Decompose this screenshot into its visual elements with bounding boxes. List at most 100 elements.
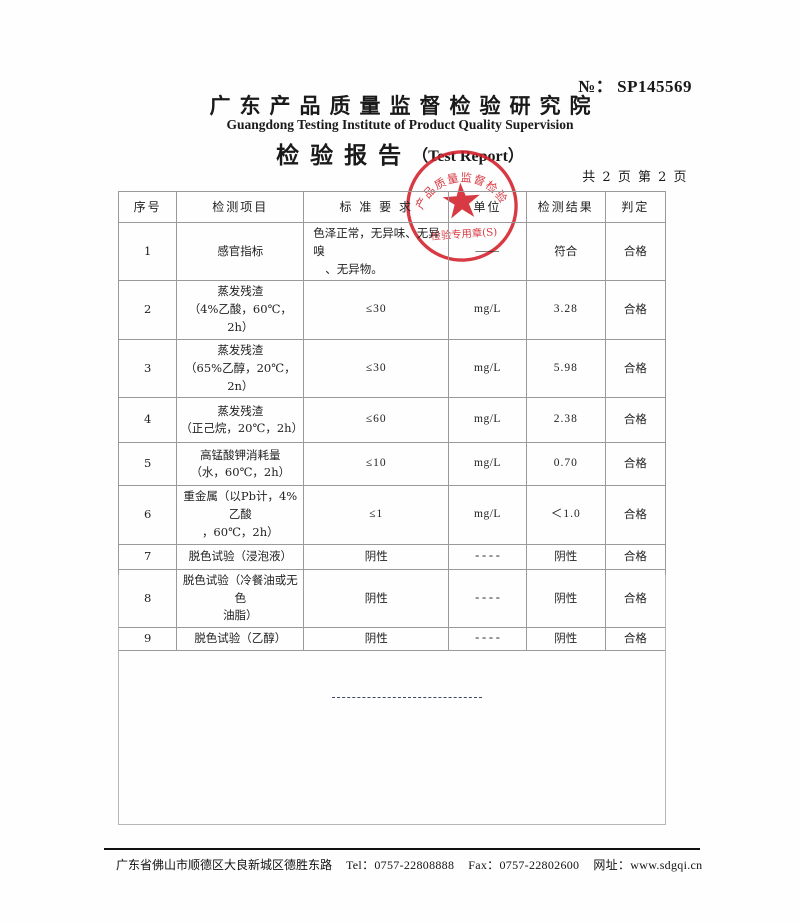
cell-unit: mg/L xyxy=(448,485,527,545)
cell-standard-line1: 色泽正常，无异味、无异嗅 xyxy=(313,226,440,258)
cell-unit: mg/L xyxy=(448,280,527,340)
footer-divider xyxy=(104,848,700,850)
table-row: 8 脱色试验（冷餐油或无色 油脂） 阴性 ---- 阴性 合格 xyxy=(117,568,667,629)
cell-unit: mg/L xyxy=(448,397,527,444)
cell-verdict: 合格 xyxy=(604,485,667,545)
page-count: 共 2 页 第 2 页 xyxy=(582,170,688,185)
cell-no: 5 xyxy=(117,442,178,487)
cell-item: 蒸发残渣 （65%乙醇，20℃，2n） xyxy=(176,338,305,399)
cell-item-line1: 重金属（以Pb计，4%乙酸 xyxy=(183,489,298,522)
cell-no: 7 xyxy=(117,543,178,570)
footer-address: 广东省佛山市顺德区大良新城区德胜东路 xyxy=(116,858,333,872)
end-of-report-rule xyxy=(332,697,482,698)
cell-item-line1: 高锰酸钾消耗量 xyxy=(200,447,281,462)
cell-result: ＜1.0 xyxy=(525,485,606,545)
cell-verdict: 合格 xyxy=(604,338,667,399)
cell-item: 脱色试验（冷餐油或无色 油脂） xyxy=(176,568,305,629)
column-header-result: 检测结果 xyxy=(525,191,606,223)
cell-item-line2: ，60℃，2h） xyxy=(201,524,279,539)
cell-item: 重金属（以Pb计，4%乙酸 ，60℃，2h） xyxy=(176,485,305,545)
table-row: 1 感官指标 色泽正常，无异味、无异嗅 、无异物。 —— 符合 合格 xyxy=(117,221,667,282)
report-number: №： SP145569 xyxy=(578,72,692,97)
cell-unit: mg/L xyxy=(448,442,527,487)
table-row: 7 脱色试验（浸泡液） 阴性 ---- 阴性 合格 xyxy=(117,543,667,570)
cell-verdict: 合格 xyxy=(604,568,667,629)
cell-unit: —— xyxy=(448,221,527,282)
cell-standard: ≤30 xyxy=(303,280,450,340)
cell-result: 5.98 xyxy=(525,338,606,399)
cell-verdict: 合格 xyxy=(604,397,667,444)
report-number-label: №： xyxy=(578,77,614,96)
cell-no: 6 xyxy=(117,485,178,545)
cell-no: 8 xyxy=(117,568,178,629)
cell-verdict: 合格 xyxy=(604,442,667,487)
footer-website: 网址：www.sdgqi.cn xyxy=(593,858,703,872)
footer-fax: Fax：0757-22802600 xyxy=(468,858,580,872)
cell-item-line1: 感官指标 xyxy=(217,243,264,258)
blank-continuation-area xyxy=(118,575,666,825)
cell-item: 蒸发残渣 （正己烷，20℃，2h） xyxy=(176,397,305,444)
cell-standard: 阴性 xyxy=(303,543,450,570)
cell-item-line2: （水，60℃，2h） xyxy=(190,465,291,480)
cell-result: 阴性 xyxy=(525,543,606,570)
cell-result: 阴性 xyxy=(525,568,606,629)
cell-standard: ≤10 xyxy=(303,442,450,487)
cell-no: 4 xyxy=(117,397,178,444)
cell-verdict: 合格 xyxy=(604,543,667,570)
cell-result: 2.38 xyxy=(525,397,606,444)
report-number-value: SP145569 xyxy=(617,77,692,96)
cell-item-line2: （65%乙醇，20℃，2n） xyxy=(185,360,296,393)
cell-result: 3.28 xyxy=(525,280,606,340)
cell-item-line2: 油脂） xyxy=(223,608,258,623)
cell-standard: ≤60 xyxy=(303,397,450,444)
cell-no: 2 xyxy=(117,280,178,340)
cell-standard: 阴性 xyxy=(303,627,450,652)
column-header-unit: 单位 xyxy=(448,191,527,223)
organization-name-en: Guangdong Testing Institute of Product Q… xyxy=(226,117,574,132)
cell-verdict: 合格 xyxy=(604,280,667,340)
cell-standard: 色泽正常，无异味、无异嗅 、无异物。 xyxy=(303,221,450,282)
cell-item: 脱色试验（浸泡液） xyxy=(176,543,305,570)
cell-item-line2: （4%乙酸，60℃，2h） xyxy=(188,302,292,335)
cell-unit: ---- xyxy=(448,543,527,570)
cell-standard: 阴性 xyxy=(303,568,450,629)
cell-item-line1: 蒸发残渣 xyxy=(217,342,264,357)
cell-item-line1: 蒸发残渣 xyxy=(217,403,264,418)
table-header-row: 序号 检测项目 标 准 要 求 单位 检测结果 判定 xyxy=(117,191,667,223)
cell-verdict: 合格 xyxy=(604,221,667,282)
cell-item-line1: 蒸发残渣 xyxy=(217,284,264,299)
cell-item-line1: 脱色试验（冷餐油或无色 xyxy=(182,572,298,605)
cell-no: 1 xyxy=(117,221,178,282)
cell-item-line2: （正己烷，20℃，2h） xyxy=(180,421,304,436)
table-row: 6 重金属（以Pb计，4%乙酸 ，60℃，2h） ≤1 mg/L ＜1.0 合格 xyxy=(117,485,667,545)
cell-item: 高锰酸钾消耗量 （水，60℃，2h） xyxy=(176,442,305,487)
cell-verdict: 合格 xyxy=(604,627,667,652)
cell-unit: ---- xyxy=(448,627,527,652)
cell-item: 感官指标 xyxy=(176,221,305,282)
cell-unit: mg/L xyxy=(448,338,527,399)
table-row: 3 蒸发残渣 （65%乙醇，20℃，2n） ≤30 mg/L 5.98 合格 xyxy=(117,338,667,399)
table-row: 5 高锰酸钾消耗量 （水，60℃，2h） ≤10 mg/L 0.70 合格 xyxy=(117,442,667,487)
cell-unit: ---- xyxy=(448,568,527,629)
column-header-no: 序号 xyxy=(117,191,178,223)
table-row: 2 蒸发残渣 （4%乙酸，60℃，2h） ≤30 mg/L 3.28 合格 xyxy=(117,280,667,340)
cell-no: 3 xyxy=(117,338,178,399)
test-results-table: 序号 检测项目 标 准 要 求 单位 检测结果 判定 1 感官指标 色泽正常，无… xyxy=(117,191,667,652)
cell-standard: ≤1 xyxy=(303,485,450,545)
cell-result: 符合 xyxy=(525,221,606,282)
organization-name-cn: 广东产品质量监督检验研究院 xyxy=(209,93,600,118)
cell-standard: ≤30 xyxy=(303,338,450,399)
cell-no: 9 xyxy=(117,627,178,652)
page-title: 检验报告（Test Report） xyxy=(0,136,800,170)
footer-contact: 广东省佛山市顺德区大良新城区德胜东路 Tel：0757-22808888 Fax：0… xyxy=(116,856,702,873)
page-title-en: （Test Report） xyxy=(412,148,524,165)
cell-standard-line2: 、无异物。 xyxy=(325,261,383,276)
column-header-verdict: 判定 xyxy=(604,191,667,223)
cell-result: 0.70 xyxy=(525,442,606,487)
cell-item: 蒸发残渣 （4%乙酸，60℃，2h） xyxy=(176,280,305,340)
footer-tel: Tel：0757-22808888 xyxy=(346,858,455,872)
page-title-cn: 检验报告 xyxy=(276,142,413,169)
column-header-standard: 标 准 要 求 xyxy=(303,191,450,223)
table-row: 9 脱色试验（乙醇） 阴性 ---- 阴性 合格 xyxy=(117,627,667,652)
